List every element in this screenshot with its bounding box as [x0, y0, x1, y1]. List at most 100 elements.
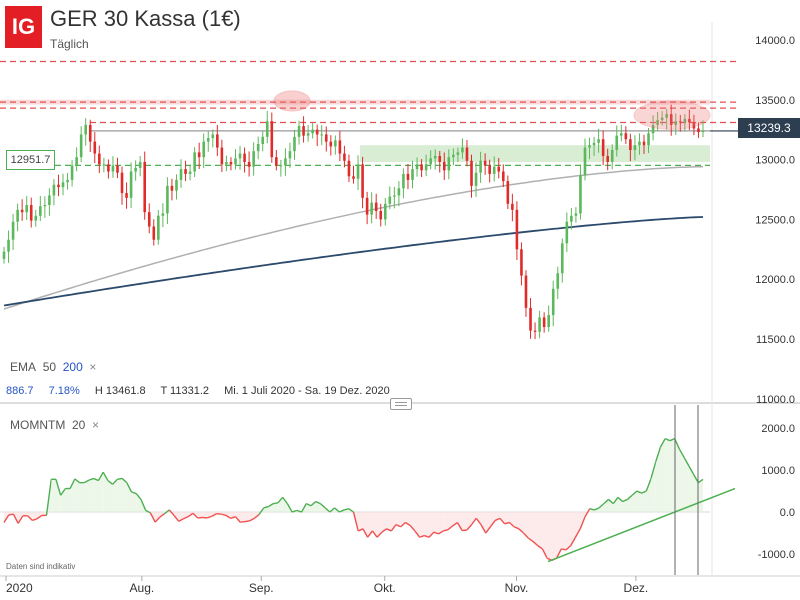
momentum-line [145, 509, 151, 514]
candle-body [48, 195, 51, 206]
momentum-fill [433, 512, 439, 534]
candle-body [619, 133, 623, 136]
momentum-fill [476, 512, 482, 525]
candle-body [501, 171, 505, 182]
ema-period-50: 50 [42, 360, 57, 374]
momentum-line [183, 516, 189, 520]
momentum-line [494, 517, 501, 522]
change-value: 886.7 [6, 385, 34, 397]
annotation-ellipse [273, 90, 311, 112]
momentum-line [475, 517, 482, 526]
momentum-fill [424, 512, 430, 538]
momentum-fill [65, 488, 71, 513]
candle-body [66, 179, 69, 183]
candle-body [265, 121, 269, 137]
momentum-fill [462, 512, 467, 531]
momentum-fill [481, 512, 486, 534]
momentum-fill [608, 499, 614, 513]
candle-body [284, 158, 287, 166]
candle-body [25, 205, 28, 213]
momentum-indicator-label[interactable]: MOMNTM 20 × [10, 418, 99, 432]
momentum-line [645, 478, 652, 492]
candle-body [374, 202, 378, 211]
momentum-line [489, 520, 496, 528]
candle-body [492, 166, 496, 174]
momentum-line [466, 524, 473, 531]
momentum-fill [603, 499, 609, 513]
momentum-line [249, 517, 255, 522]
momentum-fill [282, 497, 288, 513]
momentum-fill [490, 512, 496, 527]
momentum-fill [240, 512, 245, 523]
close-icon[interactable]: × [92, 418, 100, 432]
candle-body [116, 165, 119, 173]
candle-body [642, 141, 646, 146]
candle-body [311, 129, 314, 134]
y-tick-label: 11000.0 [756, 394, 795, 406]
candle-body [202, 141, 206, 158]
candle-body [610, 149, 614, 162]
y-tick-label: 13000.0 [755, 155, 795, 167]
momentum-fill [599, 503, 604, 513]
momentum-line [612, 496, 619, 505]
momentum-fill [547, 512, 552, 561]
momentum-fill [84, 480, 90, 513]
momentum-line [527, 537, 534, 542]
momentum-line [131, 491, 137, 495]
momentum-line [532, 540, 539, 547]
candle-body [334, 140, 337, 147]
ema-indicator-label[interactable]: EMA 50 200 × [10, 360, 96, 374]
momentum-line [537, 545, 543, 550]
momentum-line [135, 493, 142, 500]
candle-body [665, 114, 668, 118]
candle-body [588, 145, 591, 148]
momentum-line [669, 437, 675, 442]
candle-body [547, 315, 550, 328]
candle-body [660, 117, 664, 121]
candle-body [669, 114, 673, 125]
momentum-fill [627, 495, 633, 513]
momentum-fill [41, 512, 47, 516]
candle-body [43, 205, 47, 207]
pane-resize-handle[interactable] [390, 398, 412, 410]
candle-body [88, 124, 92, 142]
momentum-line [598, 503, 605, 509]
close-icon[interactable]: × [89, 360, 97, 374]
momentum-line [508, 522, 515, 528]
candle-body [393, 195, 396, 197]
momentum-fill [277, 497, 283, 513]
candle-body [406, 173, 410, 180]
candle-body [256, 144, 260, 152]
momentum-line [126, 482, 133, 493]
momentum-line [343, 508, 349, 511]
candle-body [624, 133, 628, 140]
ema-50-line [3, 165, 704, 310]
candle-body [216, 134, 219, 148]
momentum-fill [122, 478, 127, 513]
momentum-fill [636, 491, 642, 513]
momentum-line [268, 503, 274, 508]
x-tick-label: Okt. [374, 581, 396, 595]
momentum-line [88, 477, 94, 481]
candle-body [129, 171, 133, 198]
candle-body [320, 134, 324, 136]
candle-body [297, 126, 301, 137]
momentum-fill [613, 497, 618, 513]
candle-body [551, 288, 555, 316]
candle-body [438, 155, 442, 162]
momentum-line [678, 448, 685, 458]
candle-body [238, 153, 242, 159]
momentum-fill [566, 512, 571, 550]
momentum-line [589, 508, 595, 511]
candle-body [415, 164, 419, 170]
momentum-line [386, 528, 392, 532]
momentum-fill [268, 503, 274, 513]
momentum-fill [523, 512, 529, 539]
candle-body [175, 179, 178, 191]
momentum-line [362, 528, 369, 538]
momentum-fill [570, 512, 576, 546]
momentum-fill [532, 512, 538, 546]
momentum-line [447, 525, 454, 531]
candle-body [638, 141, 641, 146]
